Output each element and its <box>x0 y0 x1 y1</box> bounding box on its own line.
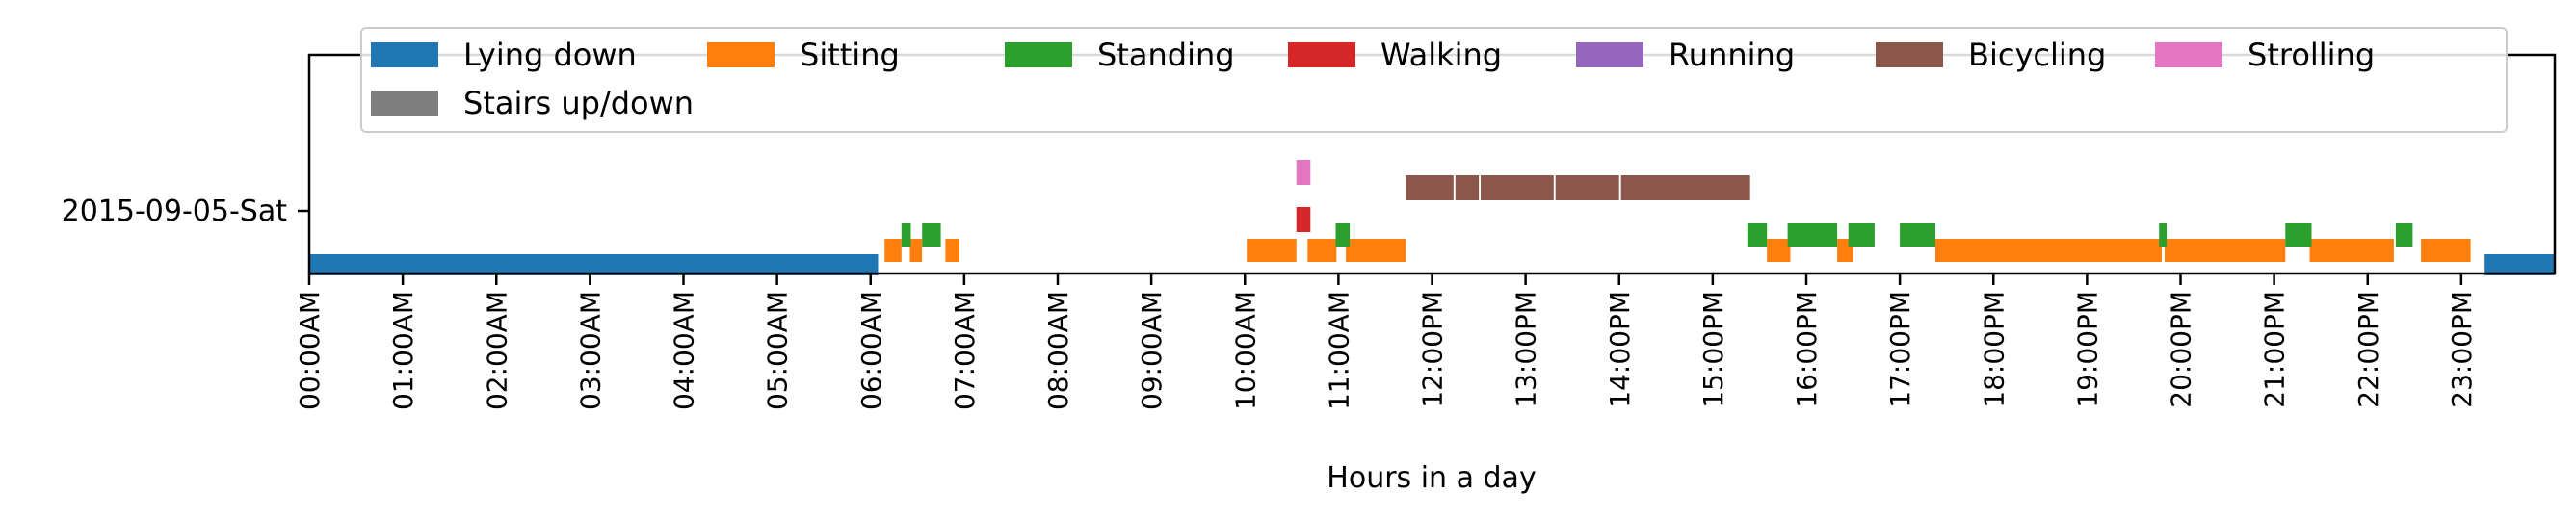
activity-bar-standing-5 <box>1848 223 1875 247</box>
activity-bar-sitting-9 <box>2165 239 2286 262</box>
x-tick-label: 02:00AM <box>481 291 513 410</box>
activity-bar-standing-7 <box>2159 223 2167 247</box>
x-tick-label: 18:00PM <box>1978 291 2010 408</box>
legend-label: Bicycling <box>1968 37 2106 73</box>
x-tick-label: 17:00PM <box>1884 291 1916 408</box>
activity-bar-sitting-1 <box>909 239 923 262</box>
x-tick-label: 01:00AM <box>387 291 419 410</box>
activity-bar-standing-2 <box>1335 223 1351 247</box>
activity-bar-sitting-11 <box>2421 239 2471 262</box>
activity-bar-sitting-4 <box>1307 239 1337 262</box>
x-tick-label: 04:00AM <box>669 291 700 410</box>
x-tick-label: 16:00PM <box>1791 291 1823 408</box>
legend-label: Standing <box>1097 37 1235 73</box>
legend-swatch <box>707 42 775 67</box>
activity-bar-sitting-8 <box>1935 239 2162 262</box>
x-tick-label: 15:00PM <box>1697 291 1729 408</box>
x-tick-label: 06:00AM <box>855 291 887 410</box>
x-tick-label: 07:00AM <box>949 291 981 410</box>
activity-bar-bicycling-3 <box>1555 175 1619 200</box>
legend-label: Lying down <box>463 37 637 73</box>
legend-swatch <box>371 91 438 116</box>
legend-swatch <box>1005 42 1072 67</box>
x-tick-label: 12:00PM <box>1417 291 1449 408</box>
activity-bar-sitting-0 <box>884 239 902 262</box>
x-tick-label: 10:00AM <box>1229 291 1261 410</box>
legend-label: Stairs up/down <box>463 85 694 121</box>
legend-swatch <box>1876 42 1943 67</box>
y-axis: 2015-09-05-Sat <box>62 195 309 228</box>
activity-bar-standing-1 <box>922 223 941 247</box>
legend-label: Running <box>1669 37 1795 73</box>
activity-bars <box>309 160 2555 275</box>
activity-bar-standing-0 <box>901 223 911 247</box>
activity-bar-bicycling-2 <box>1481 175 1554 200</box>
activity-bar-standing-4 <box>1787 223 1838 247</box>
y-tick-label: 2015-09-05-Sat <box>62 195 288 228</box>
activity-bar-lying-down-0 <box>309 254 879 275</box>
activity-bar-sitting-10 <box>2309 239 2394 262</box>
x-tick-label: 22:00PM <box>2353 291 2384 408</box>
activity-bar-standing-8 <box>2285 223 2312 247</box>
x-tick-label: 20:00PM <box>2166 291 2197 408</box>
x-tick-label: 08:00AM <box>1042 291 1074 410</box>
activity-bar-bicycling-1 <box>1455 175 1480 200</box>
activity-bar-standing-9 <box>2395 223 2413 247</box>
activity-bar-lying-down-1 <box>2484 254 2555 275</box>
x-tick-label: 00:00AM <box>294 291 326 410</box>
x-tick-label: 05:00AM <box>762 291 794 410</box>
x-tick-label: 13:00PM <box>1511 291 1542 408</box>
x-tick-label: 11:00AM <box>1323 291 1354 410</box>
x-axis: 00:00AM 01:00AM 02:00AM 03:00AM 04:00AM 05:00… <box>294 273 2478 410</box>
legend: Lying down Sitting Standing Walking Running B… <box>360 27 2508 133</box>
activity-bar-standing-6 <box>1900 223 1935 247</box>
x-tick-label: 09:00AM <box>1136 291 1168 410</box>
activity-bar-standing-3 <box>1747 223 1768 247</box>
legend-swatch <box>2155 42 2222 67</box>
x-tick-label: 03:00AM <box>574 291 606 410</box>
legend-label: Strolling <box>2247 37 2375 73</box>
activity-bar-strolling-0 <box>1296 160 1311 185</box>
x-tick-label: 23:00PM <box>2446 291 2478 408</box>
x-tick-label: 14:00PM <box>1604 291 1636 408</box>
legend-swatch <box>1576 42 1643 67</box>
activity-bar-sitting-3 <box>1247 239 1297 262</box>
legend-swatch <box>371 42 438 67</box>
legend-box <box>360 27 2508 133</box>
legend-label: Walking <box>1380 37 1502 73</box>
x-axis-label: Hours in a day <box>1327 461 1536 495</box>
activity-bar-sitting-5 <box>1346 239 1406 262</box>
legend-swatch <box>1288 42 1355 67</box>
activity-bar-bicycling-4 <box>1620 175 1750 200</box>
activity-bar-bicycling-0 <box>1406 175 1454 200</box>
x-tick-label: 21:00PM <box>2259 291 2291 408</box>
activity-bar-sitting-6 <box>1767 239 1791 262</box>
activity-bar-sitting-2 <box>945 239 959 262</box>
legend-label: Sitting <box>800 37 900 73</box>
activity-bar-walking-0 <box>1296 207 1311 232</box>
x-tick-label: 19:00PM <box>2071 291 2103 408</box>
